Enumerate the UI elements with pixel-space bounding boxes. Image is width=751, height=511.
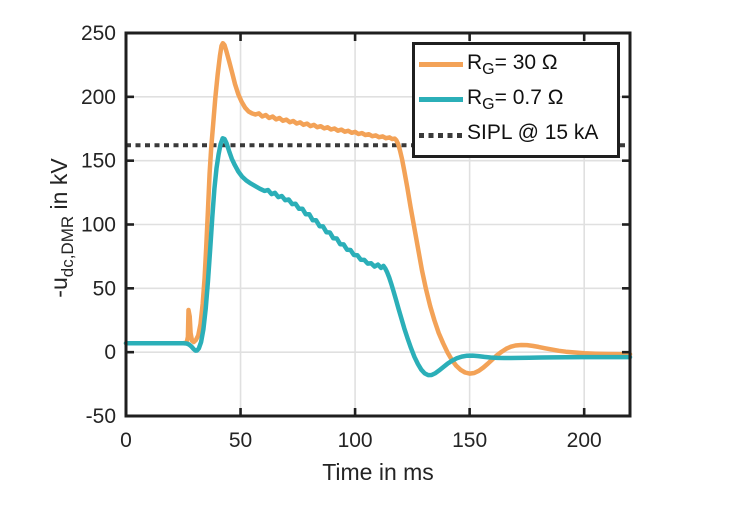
x-tick-label: 200 [567, 429, 602, 452]
legend-line-sample-teal [419, 97, 463, 103]
y-axis-label-prefix: -u [46, 277, 73, 298]
legend-line-sample-orange [419, 62, 463, 68]
legend-item-rg-30: RG= 30 Ω [415, 47, 617, 82]
x-tick-label: 0 [120, 429, 132, 452]
y-tick-label: 100 [81, 214, 116, 237]
y-tick-label: 200 [81, 86, 116, 109]
legend-label-rg-07: RG= 0.7 Ω [467, 85, 564, 114]
y-tick-label: 150 [81, 150, 116, 173]
x-axis-label: Time in ms [322, 459, 434, 485]
series-line-rg30 [123, 40, 633, 376]
series-line-rg07 [123, 136, 633, 378]
legend-line-sample-dotted [419, 132, 463, 138]
legend-item-sipl: SIPL @ 15 kA [415, 118, 617, 153]
y-axis-label-suffix: in kV [46, 158, 73, 216]
y-tick-label: 250 [81, 22, 116, 45]
legend: RG= 30 Ω RG= 0.7 Ω SIPL @ 15 kA [412, 42, 620, 158]
x-tick-label: 50 [229, 429, 252, 452]
y-tick-label: 0 [104, 341, 116, 364]
legend-label-rg-30: RG= 30 Ω [467, 50, 558, 78]
x-tick-label: 100 [338, 429, 373, 452]
y-tick-label: 50 [93, 277, 116, 300]
legend-label-sipl: SIPL @ 15 kA [467, 121, 599, 145]
y-axis-label: -udc,DMR in kV [46, 158, 78, 297]
y-axis-label-subscript: dc,DMR [57, 215, 77, 278]
x-tick-label: 150 [452, 429, 487, 452]
legend-item-rg-07: RG= 0.7 Ω [415, 82, 617, 117]
y-tick-label: -50 [86, 405, 116, 428]
